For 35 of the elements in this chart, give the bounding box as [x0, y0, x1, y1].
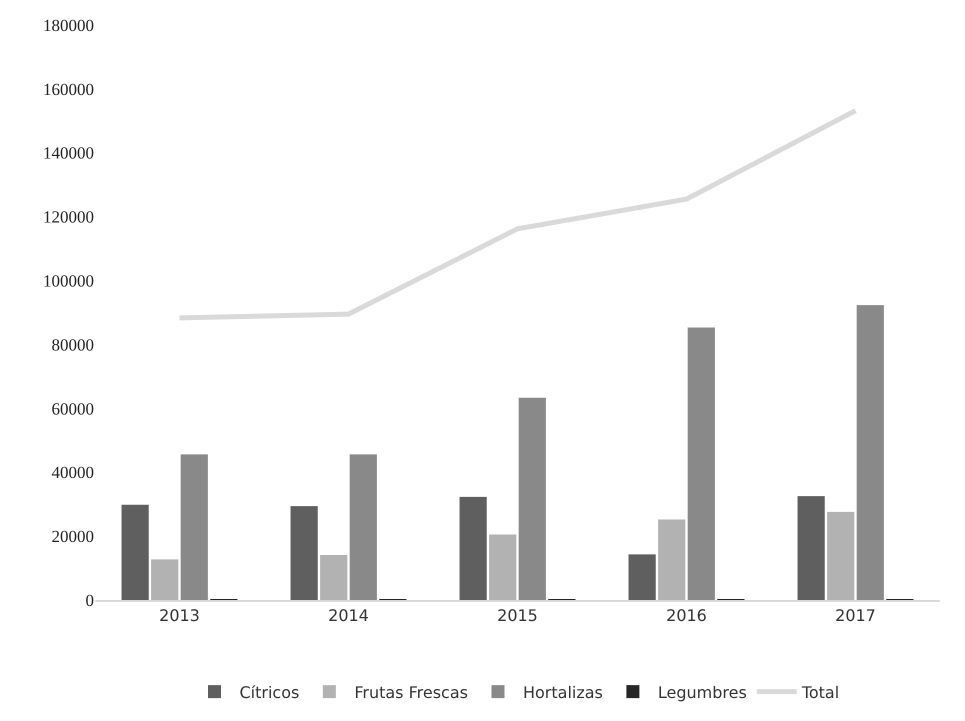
bar [460, 496, 487, 600]
x-tick-label: 2017 [835, 606, 876, 626]
y-tick-label: 60000 [52, 399, 94, 418]
legend-label: Frutas Frescas [354, 682, 468, 702]
legend-label: Cítricos [240, 682, 300, 702]
bar [798, 496, 825, 600]
x-tick-label: 2013 [159, 606, 200, 626]
bar [827, 512, 854, 600]
bar [290, 506, 318, 600]
bar [628, 554, 656, 600]
bar [658, 520, 686, 600]
y-tick-label: 0 [86, 590, 94, 610]
bar [320, 554, 348, 600]
bar [489, 534, 516, 600]
x-tick-label: 2016 [666, 606, 707, 626]
legend-label: Total [800, 682, 840, 702]
y-tick-label: 40000 [52, 463, 94, 482]
legend-label: Legumbres [658, 682, 747, 702]
bar [180, 454, 208, 600]
legend-label: Hortalizas [522, 682, 603, 702]
y-tick-label: 140000 [43, 144, 94, 163]
bar [856, 305, 884, 600]
y-tick-label: 180000 [43, 16, 94, 35]
y-tick-label: 80000 [52, 335, 94, 354]
bar [688, 328, 715, 600]
bar [151, 559, 178, 600]
y-tick-label: 100000 [43, 272, 94, 291]
bar [518, 398, 546, 600]
y-tick-label: 160000 [43, 80, 94, 99]
y-tick-label: 120000 [43, 208, 94, 227]
bar [350, 454, 377, 600]
y-tick-label: 20000 [52, 527, 94, 546]
bar [122, 504, 149, 600]
x-tick-label: 2015 [497, 606, 538, 626]
x-tick-label: 2014 [328, 606, 369, 626]
